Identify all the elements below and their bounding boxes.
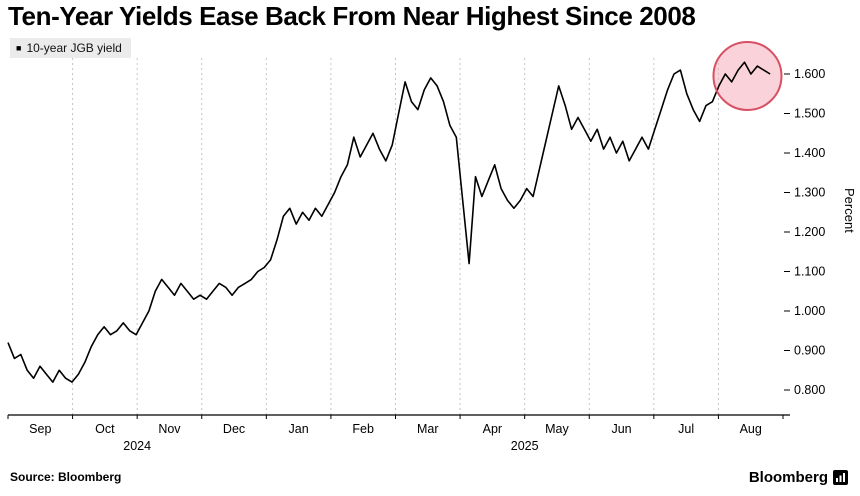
chart-title: Ten-Year Yields Ease Back From Near High…	[8, 1, 696, 31]
x-tick-label: Jul	[678, 422, 694, 436]
y-axis-label: Percent	[842, 188, 857, 233]
y-tick-label: 1.000	[794, 304, 825, 318]
y-tick-label: 1.400	[794, 146, 825, 160]
bloomberg-wordmark: Bloomberg	[748, 469, 828, 486]
bloomberg-logo-icon	[833, 470, 848, 485]
x-tick-label: Jan	[289, 422, 309, 436]
x-tick-label: Dec	[223, 422, 245, 436]
y-tick-label: 1.500	[794, 107, 825, 121]
x-tick-label: Aug	[740, 422, 762, 436]
y-tick-label: 0.800	[794, 383, 825, 397]
x-tick-label: Nov	[158, 422, 181, 436]
y-tick-label: 1.100	[794, 265, 825, 279]
year-label: 2024	[123, 439, 151, 453]
x-tick-label: Apr	[483, 422, 502, 436]
bloomberg-logo: Bloomberg	[749, 469, 848, 486]
x-tick-label: Feb	[352, 422, 374, 436]
year-label: 2025	[511, 439, 539, 453]
y-tick-label: 1.200	[794, 225, 825, 239]
legend-marker-icon: ■	[16, 42, 22, 53]
legend: ■ 10-year JGB yield	[10, 38, 131, 58]
x-tick-label: May	[545, 422, 569, 436]
x-tick-label: Mar	[417, 422, 439, 436]
x-tick-label: Jun	[611, 422, 631, 436]
y-tick-label: 1.600	[794, 67, 825, 81]
highlight-circle-fill	[713, 41, 782, 110]
y-tick-label: 1.300	[794, 186, 825, 200]
source-note: Source: Bloomberg	[10, 470, 122, 484]
legend-label: 10-year JGB yield	[26, 41, 122, 55]
x-tick-label: Sep	[29, 422, 51, 436]
x-tick-label: Oct	[95, 422, 115, 436]
y-tick-label: 0.900	[794, 344, 825, 358]
yield-line	[7, 61, 771, 383]
highlight-circle	[712, 40, 783, 111]
